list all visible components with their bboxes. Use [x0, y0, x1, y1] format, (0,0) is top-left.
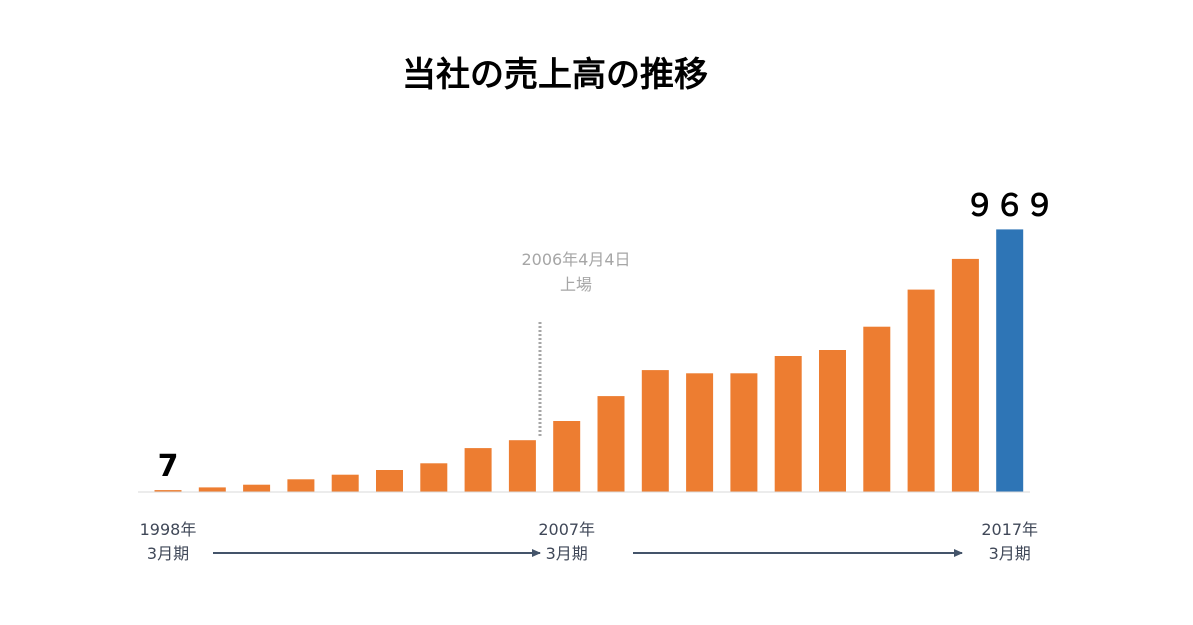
- x-tick-year-0: 1998年: [140, 520, 197, 539]
- chart-title: 当社の売上高の推移: [402, 55, 708, 95]
- x-tick-period-9: 3月期: [546, 544, 588, 563]
- bar-2004: [420, 463, 448, 492]
- bar-2014: [863, 326, 891, 492]
- bar-2010: [686, 373, 714, 492]
- bar-1999: [198, 487, 226, 492]
- x-axis-labels: 1998年 3月期 2007年 3月期 2017年 3月期: [140, 520, 1038, 563]
- value-label-1998: 7: [158, 449, 179, 484]
- bar-2008: [597, 396, 625, 492]
- bar-2007: [553, 421, 581, 492]
- bar-2017: [996, 229, 1024, 492]
- value-label-2017: ９６９: [965, 188, 1055, 223]
- annotation-date: 2006年4月4日: [521, 250, 630, 269]
- bar-2015: [907, 289, 935, 492]
- x-tick-year-9: 2007年: [538, 520, 595, 539]
- bar-2000: [243, 484, 271, 492]
- bar-2002: [331, 474, 359, 492]
- bar-2011: [730, 373, 758, 492]
- bar-1998: [154, 490, 182, 492]
- x-tick-year-19: 2017年: [981, 520, 1038, 539]
- bar-2006: [508, 440, 536, 492]
- bar-2001: [287, 479, 315, 492]
- listing-annotation: 2006年4月4日 上場: [521, 250, 631, 438]
- value-label-group: 7 ９６９: [158, 188, 1055, 484]
- bar-2005: [464, 448, 492, 492]
- bar-2003: [376, 470, 403, 492]
- bar-2013: [819, 350, 846, 492]
- x-tick-period-0: 3月期: [147, 544, 189, 563]
- bar-2009: [641, 370, 669, 493]
- annotation-listing-label: 上場: [560, 275, 592, 294]
- x-tick-period-19: 3月期: [989, 544, 1031, 563]
- bar-group: [154, 229, 1024, 493]
- bar-2012: [774, 356, 802, 492]
- bar-2016: [951, 258, 979, 492]
